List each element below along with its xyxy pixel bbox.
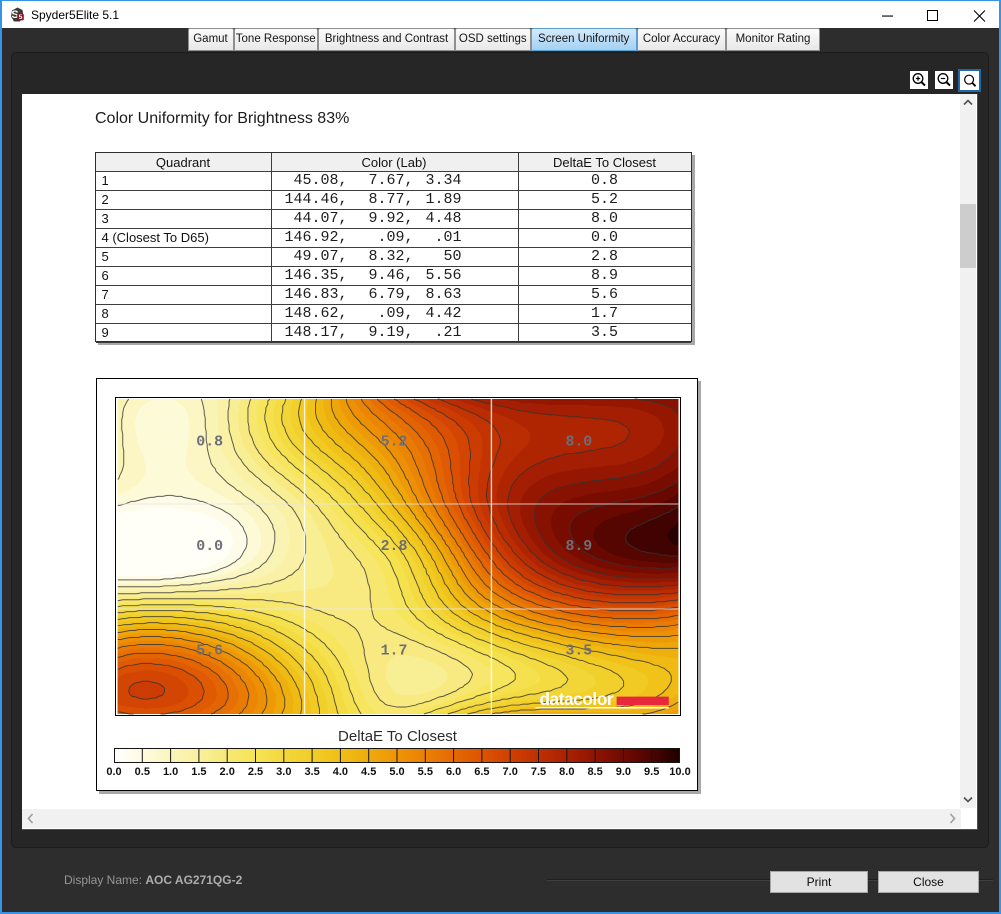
svg-text:S: S xyxy=(11,9,18,21)
svg-text:5: 5 xyxy=(19,14,23,21)
svg-text:1.7: 1.7 xyxy=(380,643,407,659)
svg-text:0.8: 0.8 xyxy=(196,434,223,450)
svg-text:8.0: 8.0 xyxy=(565,434,592,450)
svg-text:5.6: 5.6 xyxy=(196,643,223,659)
svg-text:datacolor: datacolor xyxy=(539,689,613,709)
svg-text:5.2: 5.2 xyxy=(380,434,407,450)
svg-text:3.5: 3.5 xyxy=(565,643,592,659)
svg-text:8.9: 8.9 xyxy=(565,539,592,555)
svg-text:2.8: 2.8 xyxy=(380,539,407,555)
svg-text:0.0: 0.0 xyxy=(196,539,223,555)
